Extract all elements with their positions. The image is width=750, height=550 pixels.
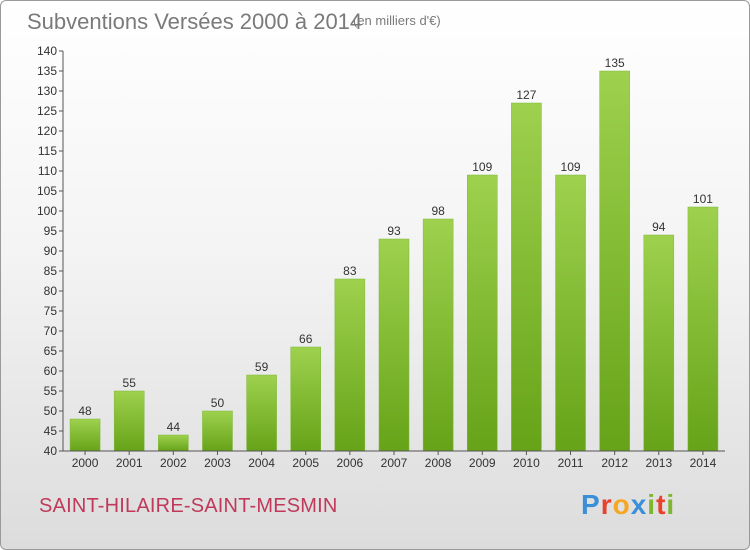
logo-letter: r (600, 489, 613, 520)
y-tick-label: 110 (38, 164, 57, 178)
y-tick-label: 70 (44, 324, 58, 338)
y-tick-label: 75 (44, 304, 58, 318)
y-tick-label: 55 (44, 384, 58, 398)
bar-2013 (643, 234, 675, 452)
y-tick-label: 105 (37, 184, 57, 198)
y-tick-label: 130 (37, 84, 57, 98)
x-tick-label-2000: 2000 (72, 456, 99, 470)
y-tick-label: 65 (44, 344, 58, 358)
chart-title: Subventions Versées 2000 à 2014 (27, 9, 363, 34)
y-tick-label: 100 (37, 204, 57, 218)
x-tick-label-2005: 2005 (292, 456, 319, 470)
bar-2011 (555, 174, 586, 452)
x-tick-label-2007: 2007 (381, 456, 408, 470)
bar-2008 (422, 218, 454, 452)
bar-2014 (687, 206, 719, 452)
bar-2010 (511, 102, 542, 452)
data-label-2002: 44 (167, 420, 181, 434)
bar-2005 (290, 346, 321, 452)
y-tick-label: 115 (38, 144, 57, 158)
x-tick-label-2001: 2001 (116, 456, 143, 470)
data-label-2013: 94 (652, 220, 666, 234)
data-label-2010: 127 (516, 88, 536, 102)
data-label-2001: 55 (123, 376, 137, 390)
x-tick-label-2008: 2008 (425, 456, 452, 470)
bar-2002 (158, 434, 189, 452)
data-label-2012: 135 (605, 56, 625, 70)
y-tick-label: 40 (44, 444, 58, 458)
logo-letter: P (581, 489, 601, 520)
commune-name: SAINT-HILAIRE-SAINT-MESMIN (39, 495, 338, 517)
y-tick-label: 95 (44, 224, 58, 238)
y-tick-label: 80 (44, 284, 58, 298)
y-tick-label: 120 (37, 124, 57, 138)
logo-letter: o (612, 489, 631, 520)
y-tick-label: 125 (37, 104, 57, 118)
bar-2000 (69, 418, 101, 452)
bars: 48 55 44 50 59 66 83 93 98 109 127 109 135 94 101 (69, 56, 719, 452)
data-label-2008: 98 (431, 204, 445, 218)
y-tick-label: 90 (44, 244, 58, 258)
y-tick-label: 140 (37, 44, 57, 58)
x-tick-label-2014: 2014 (690, 456, 717, 470)
data-label-2011: 109 (561, 160, 581, 174)
bar-2001 (113, 390, 145, 452)
data-label-2006: 83 (343, 264, 357, 278)
y-tick-label: 135 (37, 64, 57, 78)
bar-2003 (202, 410, 233, 452)
chart-subtitle: (en milliers d'€) (353, 13, 441, 28)
bar-2012 (599, 70, 630, 452)
x-tick-label-2010: 2010 (513, 456, 540, 470)
x-tick-label-2006: 2006 (337, 456, 364, 470)
y-tick-label: 45 (44, 424, 58, 438)
y-axis: 40 45 50 55 60 65 70 75 80 85 90 95 100 105 110 115 120 1… (37, 44, 64, 458)
x-axis: 2000 2001 2002 2003 2004 2005 2006 2007 2008 2009… (63, 450, 725, 470)
logo-letter: i (666, 489, 676, 520)
bar-2007 (378, 238, 410, 452)
data-label-2014: 101 (693, 192, 713, 206)
logo-letter: t (656, 489, 667, 520)
proxiti-logo: Proxiti (581, 489, 675, 521)
x-tick-label-2012: 2012 (601, 456, 628, 470)
data-label-2009: 109 (472, 160, 492, 174)
bar-2006 (334, 278, 366, 452)
bar-2004 (246, 374, 277, 452)
x-tick-label-2013: 2013 (645, 456, 672, 470)
data-label-2005: 66 (299, 332, 313, 346)
y-tick-label: 85 (44, 264, 58, 278)
data-label-2000: 48 (78, 404, 92, 418)
logo-letter: x (630, 489, 648, 520)
x-tick-label-2009: 2009 (469, 456, 496, 470)
data-label-2007: 93 (387, 224, 401, 238)
x-tick-label-2003: 2003 (204, 456, 231, 470)
bar-2009 (467, 174, 498, 452)
logo-letter: i (647, 489, 657, 520)
y-tick-label: 60 (44, 364, 58, 378)
x-tick-label-2011: 2011 (558, 456, 584, 470)
x-tick-label-2004: 2004 (248, 456, 275, 470)
y-tick-label: 50 (44, 404, 58, 418)
data-label-2003: 50 (211, 396, 225, 410)
data-label-2004: 59 (255, 360, 269, 374)
x-tick-label-2002: 2002 (160, 456, 187, 470)
